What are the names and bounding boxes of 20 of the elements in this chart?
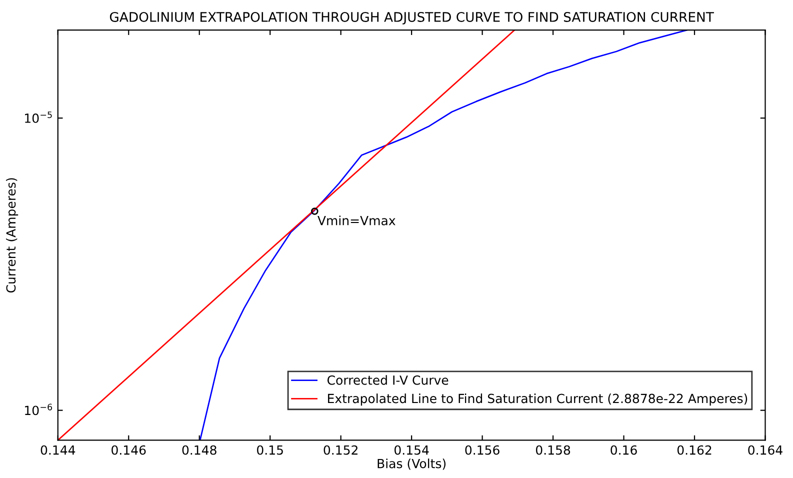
legend-label: Corrected I-V Curve xyxy=(327,375,448,385)
chart-title: GADOLINIUM EXTRAPOLATION THROUGH ADJUSTED CURVE TO FIND SATURATION CURRENT xyxy=(110,12,714,24)
y-tick-label: 10$^{−6}$ xyxy=(25,404,52,416)
y-axis-title: Current (Amperes) xyxy=(6,178,18,293)
x-tick-label: 0.158 xyxy=(536,445,570,455)
x-tick-label: 0.156 xyxy=(465,445,500,455)
x-tick-label: 0.148 xyxy=(182,445,216,455)
line-series xyxy=(199,30,688,440)
legend-label: Extrapolated Line to Find Saturation Current (2.8878e-22 Amperes) xyxy=(328,394,748,406)
y-tick-label: 10$^{−5}$ xyxy=(25,112,52,123)
annotation: Vmin=Vmax xyxy=(318,216,396,226)
x-tick-label: 0.146 xyxy=(112,445,146,455)
x-tick-label: 0.15 xyxy=(257,445,283,455)
x-tick-label: 0.164 xyxy=(748,445,782,455)
x-tick-label: 0.162 xyxy=(677,445,712,455)
x-axis-title: Bias (Volts) xyxy=(378,458,446,470)
x-tick-label: 0.144 xyxy=(40,445,76,455)
x-tick-label: 0.16 xyxy=(610,445,637,455)
x-tick-label: 0.154 xyxy=(394,445,429,455)
x-tick-label: 0.152 xyxy=(324,445,358,455)
